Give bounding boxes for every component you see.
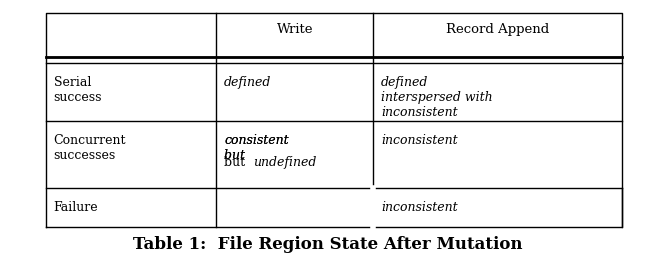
Text: inconsistent: inconsistent	[381, 134, 458, 147]
Text: Concurrent
successes: Concurrent successes	[54, 134, 126, 162]
Text: Failure: Failure	[54, 201, 98, 214]
Text: Table 1:  File Region State After Mutation: Table 1: File Region State After Mutatio…	[133, 236, 522, 253]
Text: inconsistent: inconsistent	[381, 201, 457, 214]
Text: consistent
but: consistent but	[224, 134, 289, 162]
Text: undefined: undefined	[253, 156, 317, 169]
Text: Serial
success: Serial success	[54, 76, 102, 104]
Text: Write: Write	[276, 23, 313, 36]
Text: Record Append: Record Append	[446, 23, 550, 36]
Text: defined
interspersed with
inconsistent: defined interspersed with inconsistent	[381, 76, 493, 119]
Text: but: but	[224, 156, 249, 169]
Text: consistent
but: consistent but	[224, 134, 289, 162]
Text: defined: defined	[224, 76, 271, 89]
